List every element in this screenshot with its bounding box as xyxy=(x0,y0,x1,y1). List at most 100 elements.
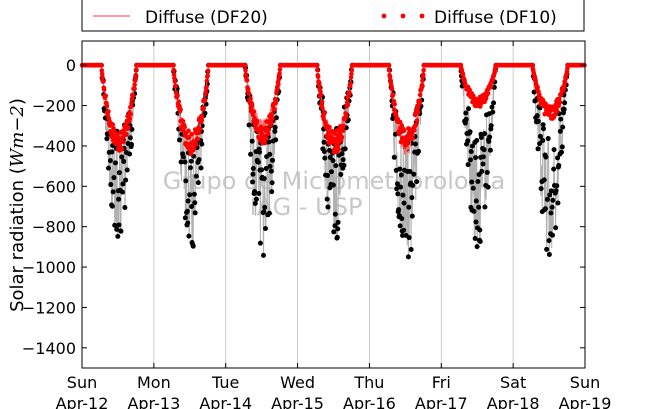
df10-point xyxy=(119,146,125,152)
df10-point xyxy=(277,67,283,72)
black-point xyxy=(487,147,493,153)
df10-point xyxy=(186,134,192,140)
df10-point xyxy=(340,128,346,133)
black-point xyxy=(191,191,197,197)
df10-point xyxy=(322,110,328,115)
black-point xyxy=(187,165,193,171)
black-point xyxy=(112,160,118,166)
black-point xyxy=(474,137,480,143)
black-point xyxy=(469,179,475,185)
df10-point xyxy=(276,82,281,87)
df10-point xyxy=(248,96,253,102)
df10-point xyxy=(327,124,332,130)
black-point xyxy=(252,200,258,206)
df10-point xyxy=(196,130,201,136)
df10-point xyxy=(205,68,211,74)
black-point xyxy=(193,173,199,179)
df10-point xyxy=(115,131,120,137)
black-point xyxy=(535,146,541,152)
black-point xyxy=(187,192,193,198)
black-point xyxy=(537,141,543,147)
black-point xyxy=(272,124,278,130)
black-point xyxy=(491,100,497,106)
df10-point xyxy=(199,114,205,119)
black-point xyxy=(470,185,476,191)
black-point xyxy=(246,122,252,128)
black-point xyxy=(396,207,402,213)
black-point xyxy=(401,200,407,206)
black-point xyxy=(342,146,348,152)
black-point xyxy=(546,238,552,244)
black-point xyxy=(183,178,189,184)
black-point xyxy=(115,233,121,239)
black-point xyxy=(488,123,494,129)
legend: Diffuse (DF20) Diffuse (DF10) xyxy=(81,0,585,32)
df10-point xyxy=(401,127,407,133)
black-point xyxy=(542,206,548,212)
black-point xyxy=(477,238,483,244)
black-point xyxy=(195,180,201,186)
black-point xyxy=(324,196,330,202)
black-point xyxy=(322,155,328,161)
df10-point xyxy=(485,90,491,96)
df10-point xyxy=(172,75,177,81)
black-point xyxy=(406,235,412,241)
y-tick-label: −1200 xyxy=(22,298,76,317)
black-point xyxy=(407,168,413,174)
black-point xyxy=(546,251,552,257)
black-point xyxy=(487,134,493,140)
df10-point xyxy=(467,87,472,93)
black-point xyxy=(550,197,556,203)
black-point xyxy=(190,243,196,249)
df10-point xyxy=(386,68,392,73)
df10-point xyxy=(536,89,541,94)
black-point xyxy=(553,188,559,194)
df10-point xyxy=(335,143,341,148)
df10-point xyxy=(266,127,271,133)
df10-point xyxy=(195,136,201,142)
df10-point xyxy=(131,86,137,92)
black-point xyxy=(328,169,334,175)
df10-point xyxy=(417,92,423,98)
df10-point xyxy=(101,87,107,92)
black-point xyxy=(321,139,327,145)
black-point xyxy=(545,136,551,142)
black-point xyxy=(186,233,192,239)
df10-point xyxy=(182,124,187,130)
x-tick-day: Sun xyxy=(67,373,97,392)
df10-point xyxy=(103,93,109,99)
df10-point xyxy=(249,103,255,108)
df10-point xyxy=(134,62,139,68)
df10-point xyxy=(171,67,176,73)
black-point xyxy=(473,155,479,161)
black-point xyxy=(129,126,135,132)
black-point xyxy=(476,204,482,210)
x-axis: Sun Apr-12 Mon Apr-13 Tue Apr-14 Wed Apr-15 Thu A… xyxy=(56,41,611,409)
df10-point xyxy=(552,112,558,117)
df10-point xyxy=(206,62,211,68)
x-tick-date: Apr-12 xyxy=(56,394,109,409)
black-point xyxy=(267,151,273,157)
df10-point xyxy=(273,98,279,104)
black-point xyxy=(411,171,417,177)
df10-point xyxy=(414,118,420,123)
black-point xyxy=(255,159,261,165)
df10-point xyxy=(99,68,105,73)
black-point xyxy=(544,196,550,202)
df10-point xyxy=(106,109,111,114)
df10-point xyxy=(421,67,426,73)
black-point xyxy=(198,165,204,171)
black-point xyxy=(395,191,401,197)
df10-point xyxy=(270,116,275,121)
black-point xyxy=(261,176,267,182)
black-point xyxy=(114,226,120,232)
x-tick-day: Fri xyxy=(432,373,451,392)
df10-point xyxy=(413,122,419,128)
black-point xyxy=(199,141,205,147)
legend-dot-df10-b xyxy=(400,13,406,19)
df10-point xyxy=(488,84,494,90)
df10-point xyxy=(420,78,425,83)
black-point xyxy=(182,159,188,165)
black-point xyxy=(124,167,130,173)
black-point xyxy=(272,128,278,134)
